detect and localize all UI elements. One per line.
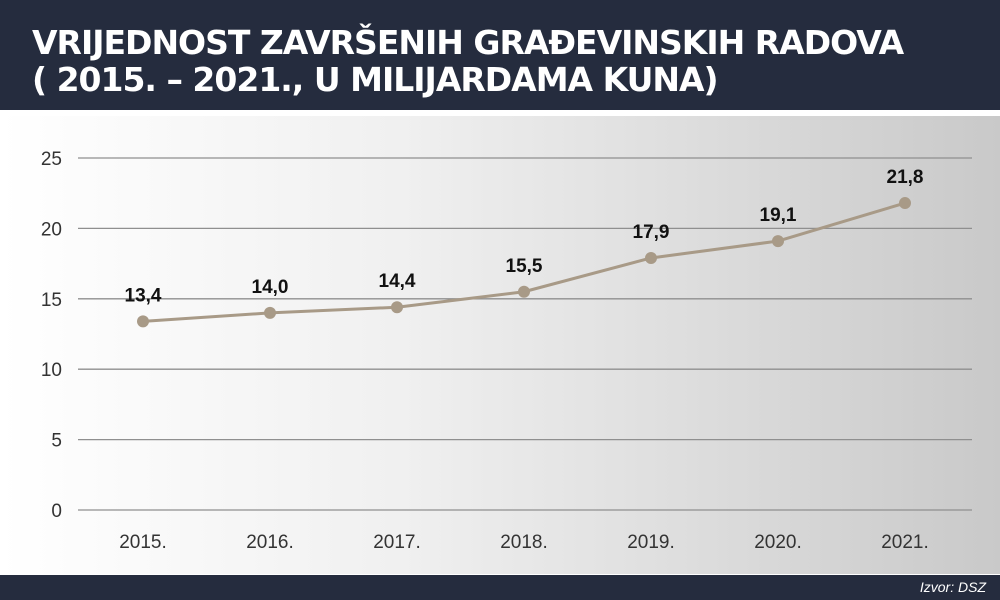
data-label: 14,0 [252,277,289,298]
x-tick-label: 2018. [500,532,548,553]
y-tick-label: 5 [51,431,62,452]
y-tick-label: 25 [41,149,62,170]
data-point [264,306,276,319]
x-tick-label: 2016. [246,532,294,553]
data-point [518,285,530,298]
data-label: 17,9 [633,222,670,243]
data-label: 14,4 [379,271,416,292]
line-chart: 0 5 10 15 20 25 2015. 2016. 2017. 2018. 2019. 2020.… [41,149,972,553]
chart-title-line-2: ( 2015. – 2021., U MILIJARDAMA KUNA) [32,60,719,99]
data-point [137,315,149,328]
data-point [391,301,403,314]
x-tick-label: 2017. [373,532,421,553]
data-label: 19,1 [760,205,797,226]
header-banner: VRIJEDNOST ZAVRŠENIH GRAĐEVINSKIH RADOVA… [0,0,1000,110]
chart-title-line-1: VRIJEDNOST ZAVRŠENIH GRAĐEVINSKIH RADOVA [32,23,904,62]
data-label: 13,4 [125,285,162,306]
data-point [645,251,657,264]
source-note: Izvor: DSZ [919,579,986,595]
footer-bar: Izvor: DSZ [0,575,1000,600]
data-point [899,197,911,210]
y-tick-label: 15 [41,290,62,311]
y-tick-label: 10 [41,360,62,381]
x-tick-label: 2021. [881,532,929,553]
x-tick-label: 2020. [754,532,802,553]
y-tick-label: 20 [41,219,62,240]
data-label: 15,5 [506,256,543,277]
x-tick-label: 2019. [627,532,675,553]
y-tick-label: 0 [51,501,62,522]
x-tick-label: 2015. [119,532,167,553]
data-label: 21,8 [887,167,924,188]
chart-panel: 0 5 10 15 20 25 2015. 2016. 2017. 2018. 2019. 2020.… [0,116,1000,574]
data-point [772,235,784,248]
